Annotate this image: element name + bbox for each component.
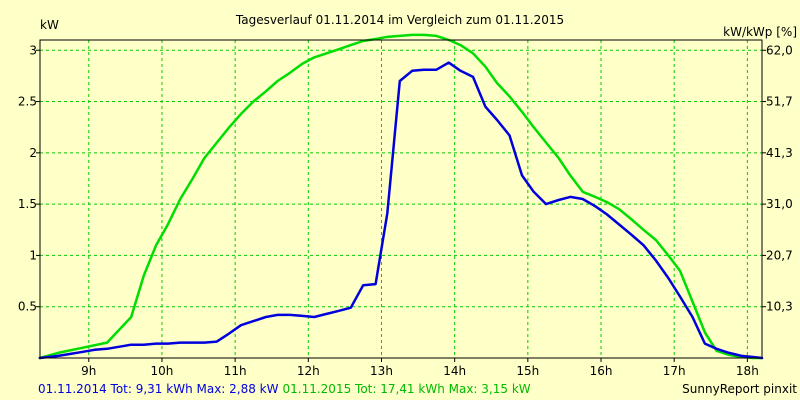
x-axis-ticks: 9h 10h 11h 12h 13h 14h 15h 16h 17h 18h <box>81 358 759 378</box>
y-tick-label-left: 1.5 <box>18 197 37 211</box>
x-tick-label: 12h <box>297 364 320 378</box>
series-line-01.11.2014 <box>38 61 764 360</box>
x-tick-label: 11h <box>224 364 247 378</box>
y-tick-label-right: 20,7 <box>766 248 793 262</box>
y-tick-label-left: 2 <box>29 146 37 160</box>
x-tick-label: 17h <box>663 364 686 378</box>
chart-title: Tagesverlauf 01.11.2014 im Vergleich zum… <box>235 13 564 27</box>
grid <box>40 40 762 358</box>
x-tick-label: 9h <box>81 364 96 378</box>
y-tick-label-right: 10,3 <box>766 300 793 314</box>
legend-2014: 01.11.2014 Tot: 9,31 kWh Max: 2,88 kW <box>38 382 279 396</box>
credit-text: SunnyReport pinxit <box>682 382 797 396</box>
y-axis-left-ticks: 0.5 1 1.5 2 2.5 3 <box>18 43 40 314</box>
y-axis-right-label: kW/kWp [%] <box>723 25 797 39</box>
y-tick-label-right: 31,0 <box>766 197 793 211</box>
y-tick-label-right: 62,0 <box>766 43 793 57</box>
x-tick-label: 10h <box>151 364 174 378</box>
y-axis-left-label: kW <box>40 18 59 32</box>
legend-2015: 01.11.2015 Tot: 17,41 kWh Max: 3,15 kW <box>283 382 531 396</box>
y-tick-label-right: 51,7 <box>766 95 793 109</box>
y-tick-label-right: 41,3 <box>766 146 793 160</box>
y-tick-label-left: 3 <box>29 43 37 57</box>
y-axis-right-ticks: 10,3 20,7 31,0 41,3 51,7 62,0 <box>762 43 793 314</box>
x-tick-label: 15h <box>516 364 539 378</box>
x-tick-label: 14h <box>443 364 466 378</box>
series-line-01.11.2015 <box>38 33 764 360</box>
plot-frame <box>39 39 763 359</box>
x-tick-label: 16h <box>590 364 613 378</box>
legend-footer: 01.11.2014 Tot: 9,31 kWh Max: 2,88 kW 01.… <box>38 382 531 396</box>
y-tick-label-left: 0.5 <box>18 300 37 314</box>
y-tick-label-left: 1 <box>29 248 37 262</box>
x-tick-label: 18h <box>736 364 759 378</box>
x-tick-label: 13h <box>370 364 393 378</box>
series-lines <box>38 33 764 360</box>
y-tick-label-left: 2.5 <box>18 95 37 109</box>
